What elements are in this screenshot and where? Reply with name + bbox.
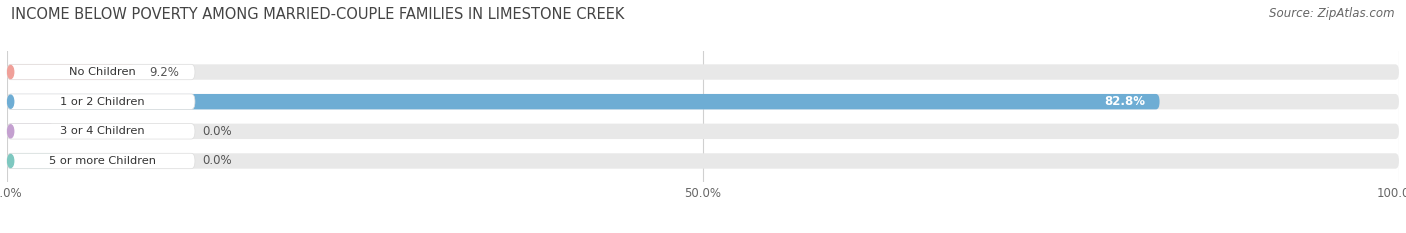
- Text: 9.2%: 9.2%: [149, 65, 179, 79]
- Text: 82.8%: 82.8%: [1105, 95, 1146, 108]
- Text: Source: ZipAtlas.com: Source: ZipAtlas.com: [1270, 7, 1395, 20]
- FancyBboxPatch shape: [7, 124, 53, 139]
- FancyBboxPatch shape: [7, 94, 195, 109]
- Circle shape: [7, 154, 14, 168]
- Text: 5 or more Children: 5 or more Children: [49, 156, 156, 166]
- Text: 1 or 2 Children: 1 or 2 Children: [60, 97, 145, 107]
- FancyBboxPatch shape: [7, 124, 195, 139]
- FancyBboxPatch shape: [7, 64, 195, 80]
- FancyBboxPatch shape: [7, 153, 53, 169]
- Text: 0.0%: 0.0%: [202, 125, 232, 138]
- FancyBboxPatch shape: [7, 124, 1399, 139]
- Text: INCOME BELOW POVERTY AMONG MARRIED-COUPLE FAMILIES IN LIMESTONE CREEK: INCOME BELOW POVERTY AMONG MARRIED-COUPL…: [11, 7, 624, 22]
- Text: 3 or 4 Children: 3 or 4 Children: [60, 126, 145, 136]
- FancyBboxPatch shape: [7, 153, 195, 169]
- FancyBboxPatch shape: [7, 64, 1399, 80]
- Text: 0.0%: 0.0%: [202, 154, 232, 168]
- Circle shape: [7, 125, 14, 138]
- FancyBboxPatch shape: [7, 94, 1399, 109]
- Circle shape: [7, 95, 14, 108]
- FancyBboxPatch shape: [7, 64, 135, 80]
- Circle shape: [7, 65, 14, 79]
- FancyBboxPatch shape: [7, 153, 1399, 169]
- Text: No Children: No Children: [69, 67, 136, 77]
- FancyBboxPatch shape: [7, 94, 1160, 109]
